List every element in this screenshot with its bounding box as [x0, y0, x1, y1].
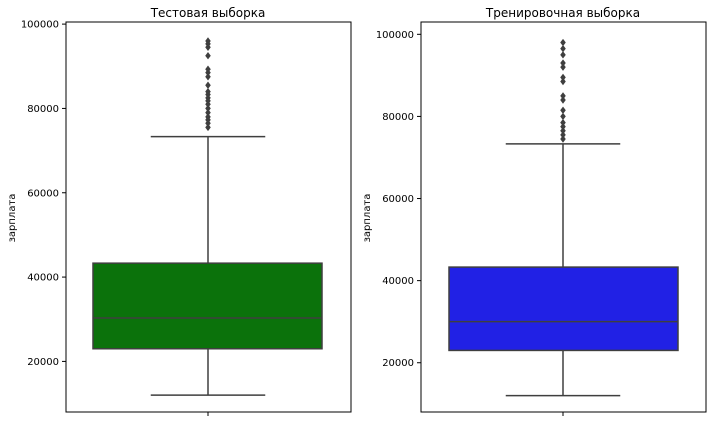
test-sample-y-tick-label: 40000	[27, 273, 59, 284]
train-sample-outlier-point	[560, 44, 566, 53]
test-sample-box	[92, 262, 323, 350]
train-sample-outlier-point	[560, 51, 566, 59]
train-sample-outlier-point	[560, 63, 566, 71]
train-sample-y-tick-label: 100000	[376, 30, 414, 41]
train-sample-y-tick-label: 20000	[382, 358, 414, 369]
test-sample-y-axis-label: зарплата	[7, 194, 18, 243]
train-sample-outlier-point	[560, 96, 566, 104]
train-sample-outlier-point	[560, 122, 566, 131]
train-sample-y-tick-label: 80000	[382, 112, 414, 123]
test-sample-outlier-point	[205, 37, 211, 45]
train-sample-outlier-point	[560, 38, 566, 47]
train-sample-title: Тренировочная выборка	[485, 6, 640, 20]
train-sample-outlier-point	[560, 118, 566, 127]
train-sample-box	[448, 266, 679, 352]
test-sample-outlier-point	[205, 113, 211, 121]
test-sample-outlier-point	[205, 87, 211, 96]
test-sample-outlier-point	[205, 81, 211, 89]
train-sample-outlier-point	[560, 77, 566, 86]
train-sample-y-axis-label: зарплата	[362, 194, 373, 243]
test-sample-title: Тестовая выборка	[150, 6, 266, 20]
test-sample-outlier-point	[205, 65, 211, 73]
test-sample-panel: Тестовая выборка зарплата 20000 40000 6000…	[7, 6, 352, 416]
train-sample-outlier-point	[560, 106, 566, 114]
train-sample-outlier-point	[560, 59, 566, 67]
test-sample-y-tick-label: 60000	[27, 188, 59, 199]
train-sample-outlier-point	[560, 135, 566, 143]
train-sample-panel: Тренировочная выборка зарплата 20000 4000…	[362, 6, 707, 416]
train-sample-outlier-point	[560, 92, 566, 100]
train-sample-y-tick-label: 60000	[382, 194, 414, 205]
train-sample-axes-frame	[420, 21, 707, 413]
test-sample-outlier-point	[205, 73, 211, 81]
test-sample-outlier-point	[205, 104, 211, 113]
train-sample-outlier-point	[560, 127, 566, 135]
test-sample-axes-frame	[65, 21, 352, 413]
test-sample-outlier-point	[205, 123, 211, 132]
train-sample-outlier-point	[560, 73, 566, 82]
train-sample-y-tick-label: 40000	[382, 276, 414, 287]
test-sample-y-tick-label: 20000	[27, 357, 59, 368]
train-sample-outlier-point	[560, 112, 566, 121]
test-sample-outlier-point	[205, 52, 211, 60]
train-sample-outlier-point	[560, 131, 566, 139]
test-sample-y-tick-label: 80000	[27, 104, 59, 115]
test-sample-y-tick-label: 100000	[21, 20, 59, 31]
test-sample-outlier-point	[205, 108, 211, 117]
